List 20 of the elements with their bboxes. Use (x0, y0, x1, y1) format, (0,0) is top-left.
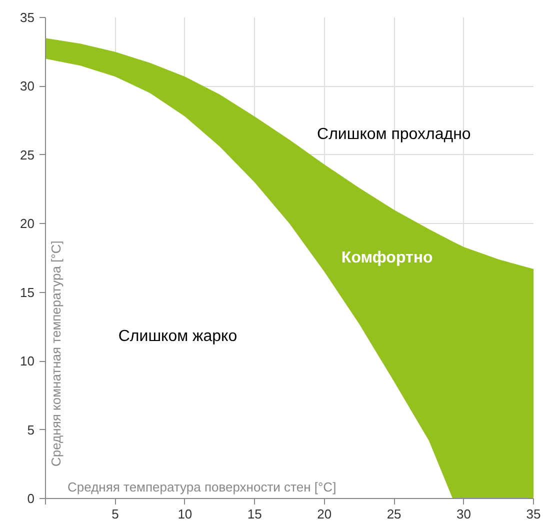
x-tick-label: 25 (386, 506, 402, 522)
y-tick-label: 0 (27, 491, 35, 506)
x-tick-label: 5 (112, 506, 119, 522)
x-tick-label: 30 (456, 506, 472, 522)
y-tick-label: 25 (20, 147, 35, 162)
y-tick-label: 15 (20, 284, 35, 300)
x-tick-label: 10 (178, 506, 192, 522)
y-tick-label: 20 (20, 216, 35, 232)
y-tick-label: 10 (20, 354, 35, 369)
y-axis-title: Средняя комнатная температура [°C] (48, 240, 64, 466)
x-tick-label: 15 (247, 506, 262, 522)
y-tick-label: 5 (27, 422, 35, 438)
x-tick-label: 35 (526, 506, 541, 522)
x-axis-title: Средняя температура поверхности стен [°C] (68, 480, 336, 494)
annotation: Комфортно (341, 250, 433, 266)
annotation: Слишком прохладно (317, 126, 471, 143)
y-tick-label: 35 (20, 10, 35, 25)
x-tick-label: 20 (317, 506, 332, 522)
annotation: Слишком жарко (118, 328, 238, 345)
y-tick-label: 30 (20, 78, 35, 94)
